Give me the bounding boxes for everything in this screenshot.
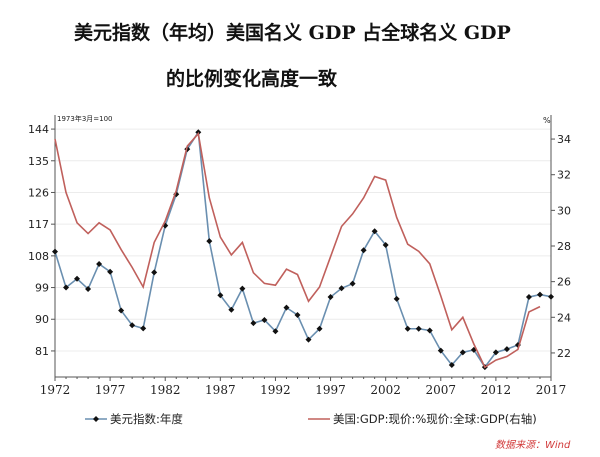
data-point-usd-index bbox=[261, 316, 268, 323]
data-point-usd-index bbox=[129, 322, 136, 329]
left-tick-label: 90 bbox=[35, 313, 49, 326]
legend-label-us-gdp-share: 美国:GDP:现价:%现价:全球:GDP(右轴) bbox=[333, 412, 537, 426]
chart-title-line1: 美元指数（年均）美国名义 GDP 占全球名义 GDP bbox=[74, 22, 511, 44]
legend-item-usd-index: 美元指数:年度 bbox=[85, 411, 183, 427]
left-tick-label: 126 bbox=[28, 186, 49, 199]
data-point-usd-index bbox=[63, 284, 70, 291]
data-point-usd-index bbox=[85, 285, 92, 292]
data-point-usd-index bbox=[52, 248, 58, 255]
data-point-usd-index bbox=[415, 325, 422, 332]
data-point-usd-index bbox=[349, 280, 356, 287]
data-point-usd-index bbox=[206, 238, 213, 245]
right-tick-label: 28 bbox=[557, 240, 571, 253]
legend-swatch-us-gdp-share bbox=[308, 418, 330, 420]
left-tick-label: 81 bbox=[35, 345, 49, 358]
x-tick-label: 1987 bbox=[205, 383, 236, 397]
data-point-usd-index bbox=[294, 312, 301, 319]
legend-label-usd-index: 美元指数:年度 bbox=[110, 412, 183, 426]
data-point-usd-index bbox=[250, 320, 257, 327]
x-tick-label: 1972 bbox=[40, 383, 71, 397]
data-point-usd-index bbox=[74, 275, 81, 282]
data-point-usd-index bbox=[525, 294, 532, 301]
data-point-usd-index bbox=[217, 292, 224, 299]
data-point-usd-index bbox=[393, 295, 400, 302]
x-tick-label: 2012 bbox=[481, 383, 512, 397]
right-tick-label: 30 bbox=[557, 204, 571, 217]
data-point-usd-index bbox=[448, 362, 455, 369]
data-point-usd-index bbox=[437, 347, 444, 354]
data-point-usd-index bbox=[107, 268, 114, 275]
right-tick-label: 34 bbox=[557, 133, 571, 146]
left-tick-label: 144 bbox=[28, 123, 49, 136]
data-point-usd-index bbox=[459, 349, 466, 356]
legend-swatch-usd-index bbox=[85, 416, 107, 422]
data-point-usd-index bbox=[548, 293, 554, 300]
data-point-usd-index bbox=[338, 285, 345, 292]
data-point-usd-index bbox=[492, 349, 499, 356]
data-point-usd-index bbox=[283, 304, 290, 311]
x-tick-label: 1982 bbox=[150, 383, 181, 397]
data-point-usd-index bbox=[195, 129, 202, 136]
data-point-usd-index bbox=[371, 228, 378, 235]
series-line-us-gdp-share bbox=[54, 131, 541, 369]
x-tick-label: 2017 bbox=[536, 383, 567, 397]
data-point-usd-index bbox=[382, 241, 389, 248]
data-point-usd-index bbox=[228, 306, 235, 313]
right-tick-label: 22 bbox=[557, 347, 571, 360]
data-point-usd-index bbox=[536, 291, 543, 298]
data-point-usd-index bbox=[503, 346, 510, 353]
x-tick-label: 2002 bbox=[370, 383, 401, 397]
data-source: 数据来源：Wind bbox=[495, 440, 571, 451]
x-tick-label: 2007 bbox=[426, 383, 457, 397]
data-point-usd-index bbox=[96, 260, 103, 267]
data-point-usd-index bbox=[272, 328, 279, 335]
right-tick-label: 24 bbox=[557, 311, 571, 324]
data-point-usd-index bbox=[239, 285, 246, 292]
left-tick-label: 108 bbox=[28, 250, 49, 263]
left-tick-label: 117 bbox=[28, 218, 49, 231]
x-tick-label: 1997 bbox=[315, 383, 346, 397]
data-point-usd-index bbox=[327, 294, 334, 301]
chart-title-line2: 的比例变化高度一致 bbox=[166, 68, 338, 90]
right-tick-label: 26 bbox=[557, 276, 571, 289]
legend-item-us-gdp-share: 美国:GDP:现价:%现价:全球:GDP(右轴) bbox=[308, 411, 537, 427]
series-line-usd-index bbox=[54, 129, 552, 369]
data-point-usd-index bbox=[151, 269, 158, 276]
right-axis-unit: % bbox=[543, 116, 551, 125]
left-axis-note: 1973年3月=100 bbox=[57, 114, 113, 123]
left-tick-label: 99 bbox=[35, 282, 49, 295]
left-tick-label: 135 bbox=[28, 155, 49, 168]
x-tick-label: 1992 bbox=[260, 383, 291, 397]
x-tick-label: 1977 bbox=[95, 383, 126, 397]
data-point-usd-index bbox=[360, 247, 367, 254]
right-tick-label: 32 bbox=[557, 169, 571, 182]
data-point-usd-index bbox=[316, 325, 323, 332]
data-point-usd-index bbox=[118, 307, 125, 314]
data-point-usd-index bbox=[404, 325, 411, 332]
data-point-usd-index bbox=[426, 327, 433, 334]
data-point-usd-index bbox=[305, 336, 312, 343]
data-point-usd-index bbox=[140, 325, 147, 332]
